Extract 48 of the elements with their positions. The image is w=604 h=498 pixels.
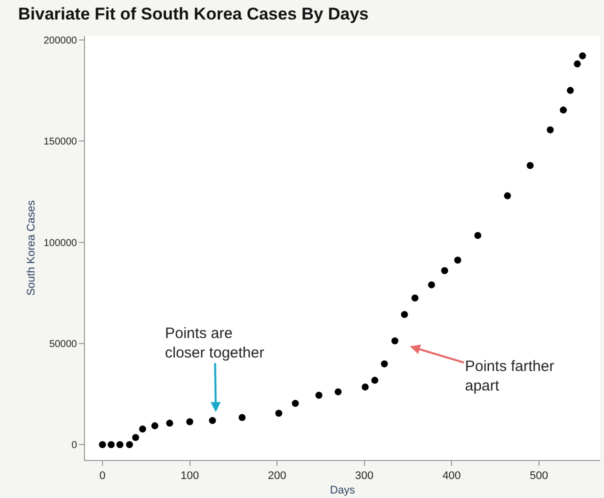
point [208, 417, 216, 424]
x-tick-label: 100 [180, 470, 199, 482]
point [504, 192, 511, 200]
point [546, 126, 554, 134]
y-axis-title: South Korea Cases [25, 200, 38, 296]
point [454, 256, 462, 264]
x-axis-title: Days [330, 484, 356, 496]
point [275, 410, 282, 417]
point [560, 106, 567, 114]
x-tick-label: 0 [99, 470, 106, 482]
y-tick-label: 150000 [44, 136, 78, 148]
point [574, 60, 581, 68]
y-tick-label: 0 [71, 440, 78, 452]
point [579, 52, 586, 60]
point [371, 376, 378, 384]
point [98, 441, 106, 448]
point [411, 294, 418, 302]
point [428, 281, 436, 288]
point [151, 422, 158, 430]
point [116, 441, 124, 448]
point [526, 162, 534, 169]
x-tick-label: 400 [442, 470, 461, 482]
point [292, 400, 299, 407]
point [186, 418, 194, 426]
point [380, 360, 388, 368]
point [474, 232, 482, 239]
y-tick-label: 200000 [44, 36, 78, 47]
point [400, 311, 408, 318]
point [391, 337, 398, 344]
x-tick-label: 200 [268, 470, 286, 482]
y-tick-label: 100000 [44, 238, 78, 249]
y-tick-label: 50000 [49, 338, 78, 350]
point [315, 392, 322, 399]
point [334, 388, 342, 396]
point [441, 267, 448, 274]
point [139, 426, 146, 433]
x-tick-label: 300 [355, 470, 374, 482]
x-tick-label: 500 [530, 470, 548, 482]
annotation: Points are closer together [165, 325, 264, 362]
point [108, 441, 115, 448]
chart-title: Bivariate Fit of South Korea Cases By Days [18, 4, 369, 24]
point [566, 86, 574, 94]
annotation: Points farther apart [465, 358, 554, 394]
point [238, 414, 246, 422]
point [132, 434, 140, 442]
point [126, 441, 134, 448]
point [166, 420, 174, 427]
point [362, 383, 369, 390]
